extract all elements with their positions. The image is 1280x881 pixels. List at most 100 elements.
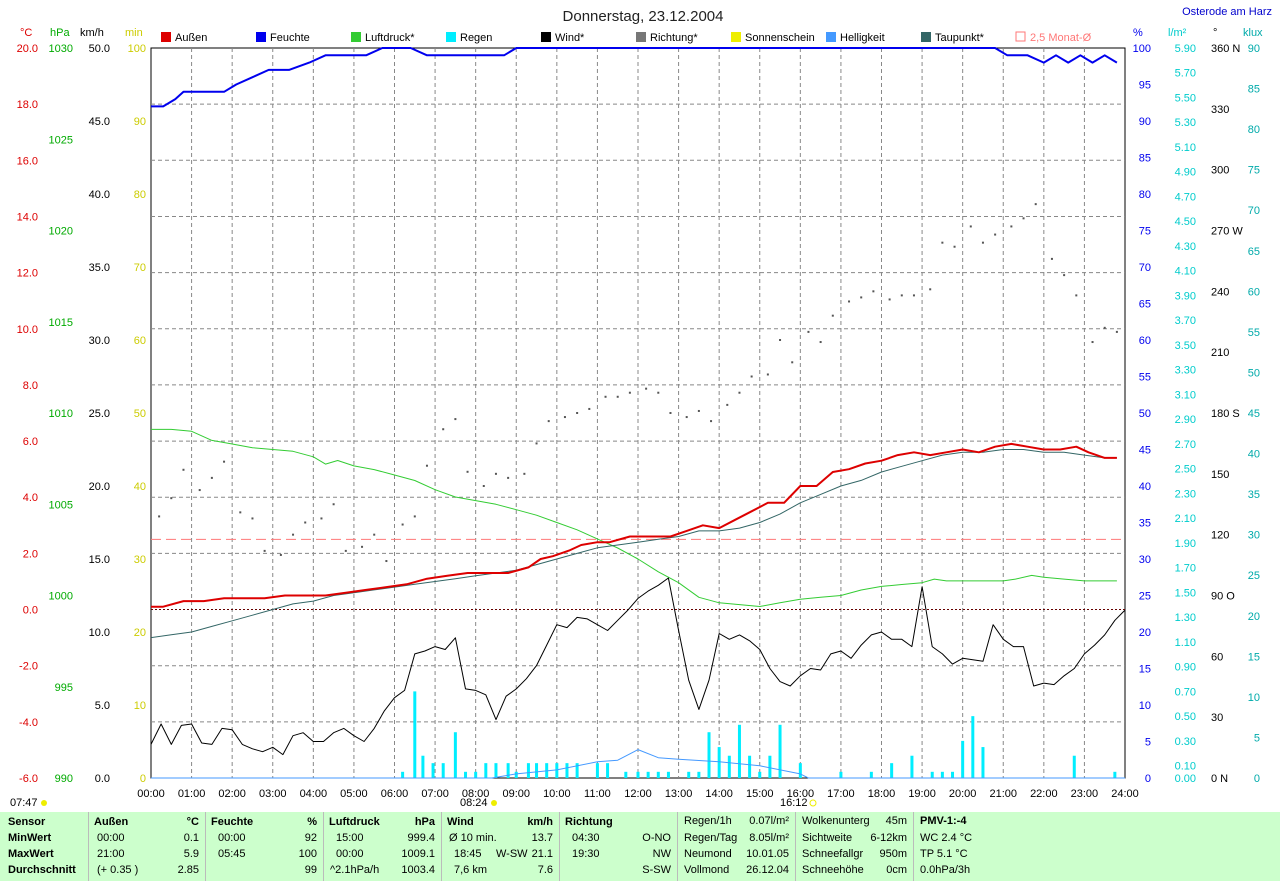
- legend-item: Taupunkt*: [921, 32, 985, 44]
- lux-tick-label: 40: [1248, 449, 1260, 461]
- direction-point: [425, 464, 428, 467]
- rain-tick-label: 3.30: [1175, 365, 1196, 377]
- schneehoehe-value: 0cm: [886, 864, 907, 876]
- pressure-tick-label: 1015: [49, 317, 73, 329]
- rain-bar: [484, 763, 488, 778]
- footer-regen: Regen/1h 0.07l/m² Regen/Tag 8.05l/m² Neumo…: [678, 812, 796, 881]
- wind-tick-label: 0.0: [95, 773, 110, 785]
- richtung-header: Richtung: [565, 816, 613, 828]
- temp-tick-label: 2.0: [23, 548, 38, 560]
- rain-tick-label: 1.70: [1175, 563, 1196, 575]
- weather-chart: Donnerstag, 23.12.2004 Osterode am Harz …: [10, 6, 1272, 809]
- rain-tick-label: 1.90: [1175, 538, 1196, 550]
- direction-point: [726, 403, 729, 406]
- sun-tick-label: 40: [134, 481, 146, 493]
- rain-bar: [727, 755, 731, 778]
- sun-tick-label: 100: [128, 43, 146, 55]
- legend-item: Helligkeit: [826, 32, 885, 44]
- humidity-tick-label: 40: [1139, 481, 1151, 493]
- legend-swatch: [161, 32, 171, 42]
- direction-tick-label: 120: [1211, 530, 1229, 542]
- richtung-avg-value: S-SW: [642, 864, 671, 876]
- legend: Außen Feuchte Luftdruck* Regen Wind* Richtung…: [161, 31, 1092, 44]
- rain-bar: [798, 763, 802, 778]
- direction-point: [669, 412, 672, 414]
- direction-point: [263, 549, 266, 552]
- legend-item: Sonnenschein: [731, 32, 815, 44]
- lux-tick-label: 15: [1248, 651, 1260, 663]
- rain-bar: [940, 771, 944, 778]
- humidity-tick-label: 10: [1139, 700, 1151, 712]
- direction-point: [563, 416, 566, 419]
- direction-point: [251, 517, 254, 520]
- rain-tick-label: 1.50: [1175, 587, 1196, 599]
- direction-tick-label: 210: [1211, 347, 1229, 359]
- direction-point: [304, 521, 307, 524]
- lux-tick-label: 90: [1248, 43, 1260, 55]
- lux-tick-label: 5: [1254, 732, 1260, 744]
- time-tick-label: 12:00: [624, 788, 652, 800]
- grid: [150, 47, 1126, 779]
- direction-point: [413, 515, 416, 518]
- legend-label: Taupunkt*: [935, 32, 985, 44]
- sun-tick-label: 90: [134, 116, 146, 128]
- chart-title: Donnerstag, 23.12.2004: [563, 8, 724, 25]
- legend-swatch: [731, 32, 741, 42]
- rain-bar: [697, 771, 701, 778]
- rain-bar: [869, 771, 873, 778]
- rain-bar: [595, 763, 599, 778]
- rain-bar: [431, 763, 435, 778]
- direction-point: [344, 549, 347, 552]
- axis-unit-label: klux: [1243, 27, 1263, 39]
- regen-tag-value: 8.05l/m²: [749, 832, 789, 844]
- lux-tick-label: 30: [1248, 530, 1260, 542]
- rain-bar: [666, 771, 670, 778]
- pressure-tick-label: 990: [55, 773, 73, 785]
- rain-bar: [441, 763, 445, 778]
- rain-tick-label: 1.30: [1175, 612, 1196, 624]
- luftdruck-unit: hPa: [414, 816, 435, 828]
- pressure-tick-label: 995: [55, 682, 73, 694]
- lux-tick-label: 35: [1248, 489, 1260, 501]
- direction-point: [969, 225, 972, 228]
- aussen-max-time: 21:00: [97, 848, 125, 860]
- rain-tick-label: 2.50: [1175, 464, 1196, 476]
- luftdruck-max-value: 1009.1: [401, 848, 435, 860]
- rain-tick-label: 1.10: [1175, 637, 1196, 649]
- legend-label: Regen: [460, 32, 492, 44]
- direction-point: [953, 245, 956, 248]
- time-tick-label: 19:00: [908, 788, 936, 800]
- rain-tick-label: 3.90: [1175, 290, 1196, 302]
- direction-point: [616, 395, 619, 398]
- legend-swatch: [636, 32, 646, 42]
- pressure-trend-value: 0.0hPa/3h: [920, 864, 971, 876]
- windchill-value: WC 2.4 °C: [920, 832, 973, 844]
- legend-label: Sonnenschein: [745, 32, 815, 44]
- humidity-tick-label: 35: [1139, 518, 1151, 530]
- taupunkt-value: TP 5.1 °C: [920, 848, 968, 860]
- direction-point: [628, 391, 631, 394]
- time-tick-label: 24:00: [1111, 788, 1139, 800]
- lux-tick-label: 25: [1248, 570, 1260, 582]
- rain-bar: [474, 771, 478, 778]
- pmv-value: PMV-1:-4: [920, 815, 967, 827]
- feuchte-min-time: 00:00: [218, 832, 246, 844]
- legend-swatch: [351, 32, 361, 42]
- sun-tick-label: 70: [134, 262, 146, 274]
- wind-tick-label: 25.0: [89, 408, 110, 420]
- humidity-tick-label: 70: [1139, 262, 1151, 274]
- direction-tick-label: 90 O: [1211, 591, 1235, 603]
- time-tick-label: 08:00: [462, 788, 490, 800]
- wolkenunterg-value: 45m: [885, 815, 907, 827]
- rain-bar: [961, 740, 965, 778]
- brightness-line: [151, 749, 1125, 779]
- direction-point: [912, 294, 915, 297]
- temp-tick-label: 20.0: [17, 43, 38, 55]
- direction-point: [604, 395, 607, 398]
- rain-bar: [748, 755, 752, 778]
- time-tick-label: 11:00: [584, 788, 611, 800]
- humidity-tick-label: 75: [1139, 226, 1151, 238]
- richtung-max-value: NW: [652, 848, 671, 860]
- direction-point: [710, 420, 713, 423]
- rain-bar: [951, 771, 955, 778]
